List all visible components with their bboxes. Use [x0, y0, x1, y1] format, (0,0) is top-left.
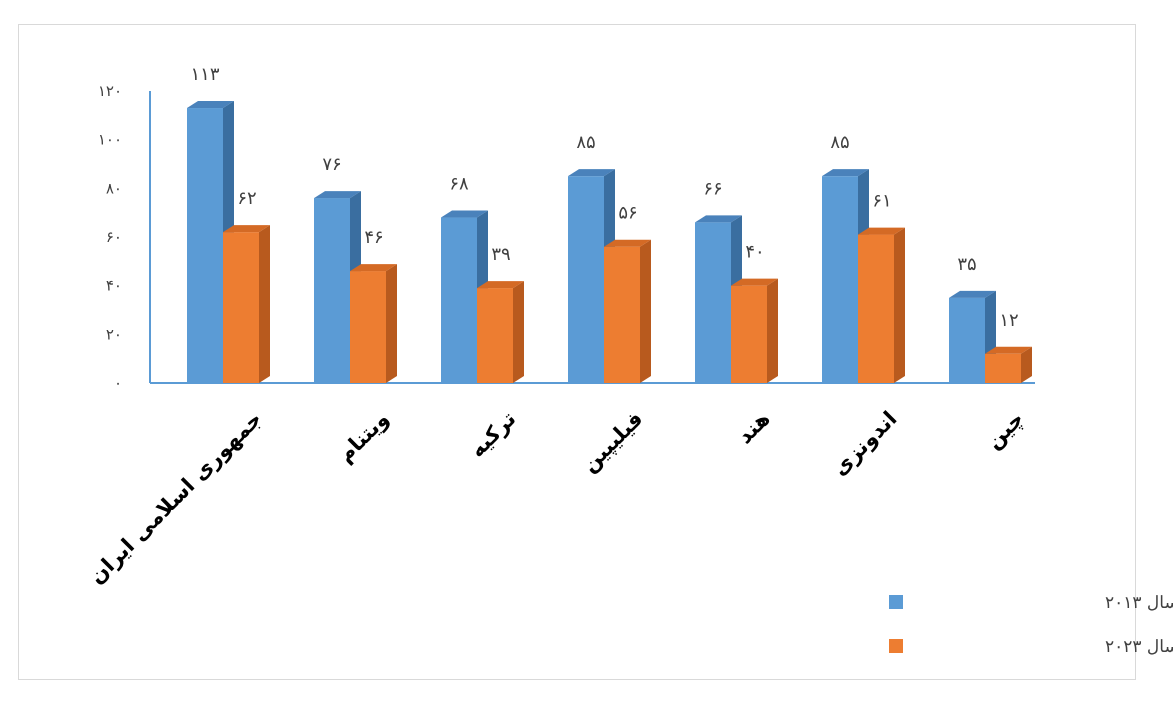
data-label-0-3: ۸۵ — [576, 132, 595, 153]
data-label-0-6: ۳۵ — [957, 254, 976, 275]
data-label-0-0: ۱۱۳ — [190, 64, 219, 85]
y-tick-label-20: ۲۰ — [106, 325, 122, 343]
category-label-6: چین — [981, 407, 1028, 454]
bar-0-1 — [314, 191, 361, 383]
category-label-1: ویتنام — [333, 407, 393, 467]
data-label-0-4: ۶۶ — [703, 178, 722, 199]
legend-label-1: رتبه در سال ۲۰۲۳ — [1105, 637, 1173, 657]
y-tick-label-60: ۶۰ — [106, 228, 122, 246]
bar-1-6 — [985, 346, 1032, 383]
data-label-1-5: ۶۱ — [872, 191, 891, 212]
data-label-1-6: ۱۲ — [999, 310, 1018, 331]
category-label-2: ترکیه — [465, 407, 520, 462]
data-label-1-0: ۶۲ — [237, 188, 256, 209]
data-label-0-5: ۸۵ — [830, 132, 849, 153]
legend-swatch-1 — [889, 639, 903, 653]
data-label-1-2: ۳۹ — [491, 244, 510, 265]
y-tick-label-100: ۱۰۰ — [98, 131, 122, 149]
data-label-0-1: ۷۶ — [322, 154, 341, 175]
legend-label-0: رتبه در سال ۲۰۱۳ — [1105, 593, 1173, 613]
category-label-4: هند — [733, 407, 775, 449]
category-label-0: جمهوری اسلامی ایران — [84, 407, 266, 589]
bar-1-5 — [858, 227, 905, 383]
data-label-0-2: ۶۸ — [449, 174, 469, 195]
data-label-1-1: ۴۶ — [364, 227, 383, 248]
bar-0-4 — [695, 215, 742, 383]
y-tick-label-40: ۴۰ — [106, 277, 122, 295]
category-label-5: اندونزی — [828, 407, 902, 481]
y-tick-label-80: ۸۰ — [106, 179, 122, 197]
y-tick-label-0: ۰ — [114, 374, 122, 392]
legend-swatch-0 — [889, 595, 903, 609]
bar-1-2 — [477, 281, 524, 383]
y-tick-label-120: ۱۲۰ — [98, 82, 122, 100]
bar-1-3 — [604, 239, 651, 383]
bar-1-1 — [350, 264, 397, 383]
bar-0-2 — [441, 210, 488, 383]
bar-1-0 — [223, 225, 270, 383]
bar-1-4 — [731, 278, 778, 383]
category-label-3: فیلیپین — [577, 407, 647, 477]
data-label-1-3: ۵۶ — [618, 203, 637, 224]
chart-frame — [18, 24, 1136, 680]
data-label-1-4: ۴۰ — [745, 242, 764, 263]
